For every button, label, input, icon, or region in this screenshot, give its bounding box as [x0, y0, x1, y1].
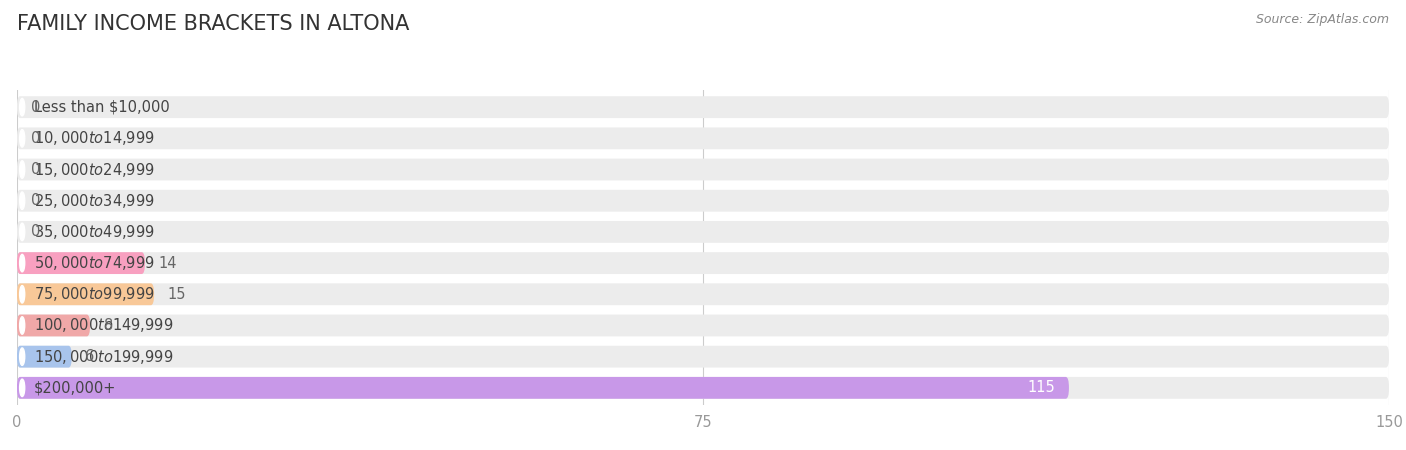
Text: 0: 0 [31, 225, 39, 239]
Text: $200,000+: $200,000+ [34, 380, 117, 396]
Text: 14: 14 [159, 256, 177, 270]
Text: 0: 0 [31, 162, 39, 177]
Text: Source: ZipAtlas.com: Source: ZipAtlas.com [1256, 14, 1389, 27]
Circle shape [20, 286, 25, 303]
Circle shape [20, 130, 25, 147]
Text: $75,000 to $99,999: $75,000 to $99,999 [34, 285, 155, 303]
Circle shape [20, 317, 25, 334]
FancyBboxPatch shape [17, 284, 155, 305]
FancyBboxPatch shape [17, 252, 145, 274]
FancyBboxPatch shape [17, 96, 1389, 118]
Circle shape [20, 379, 25, 396]
Text: $10,000 to $14,999: $10,000 to $14,999 [34, 129, 155, 147]
Circle shape [20, 348, 25, 365]
Text: 8: 8 [104, 318, 112, 333]
Text: $50,000 to $74,999: $50,000 to $74,999 [34, 254, 155, 272]
FancyBboxPatch shape [17, 377, 1389, 399]
FancyBboxPatch shape [17, 158, 1389, 180]
FancyBboxPatch shape [17, 252, 1389, 274]
Text: Less than $10,000: Less than $10,000 [34, 99, 170, 115]
Text: $100,000 to $149,999: $100,000 to $149,999 [34, 316, 173, 334]
FancyBboxPatch shape [17, 315, 90, 337]
Text: 0: 0 [31, 193, 39, 208]
Text: 6: 6 [86, 349, 94, 364]
Text: $25,000 to $34,999: $25,000 to $34,999 [34, 192, 155, 210]
Circle shape [20, 223, 25, 241]
FancyBboxPatch shape [17, 346, 1389, 368]
FancyBboxPatch shape [17, 315, 1389, 337]
Text: $15,000 to $24,999: $15,000 to $24,999 [34, 161, 155, 179]
Text: $35,000 to $49,999: $35,000 to $49,999 [34, 223, 155, 241]
FancyBboxPatch shape [17, 190, 1389, 212]
Circle shape [20, 161, 25, 178]
FancyBboxPatch shape [17, 377, 1069, 399]
FancyBboxPatch shape [17, 346, 72, 368]
FancyBboxPatch shape [17, 284, 1389, 305]
Circle shape [20, 192, 25, 209]
Text: 115: 115 [1028, 380, 1056, 396]
FancyBboxPatch shape [17, 127, 1389, 149]
Text: 0: 0 [31, 131, 39, 146]
Circle shape [20, 254, 25, 272]
Text: 0: 0 [31, 99, 39, 115]
FancyBboxPatch shape [17, 221, 1389, 243]
Text: $150,000 to $199,999: $150,000 to $199,999 [34, 348, 173, 366]
Text: 15: 15 [167, 287, 187, 302]
Text: FAMILY INCOME BRACKETS IN ALTONA: FAMILY INCOME BRACKETS IN ALTONA [17, 14, 409, 33]
Circle shape [20, 99, 25, 116]
